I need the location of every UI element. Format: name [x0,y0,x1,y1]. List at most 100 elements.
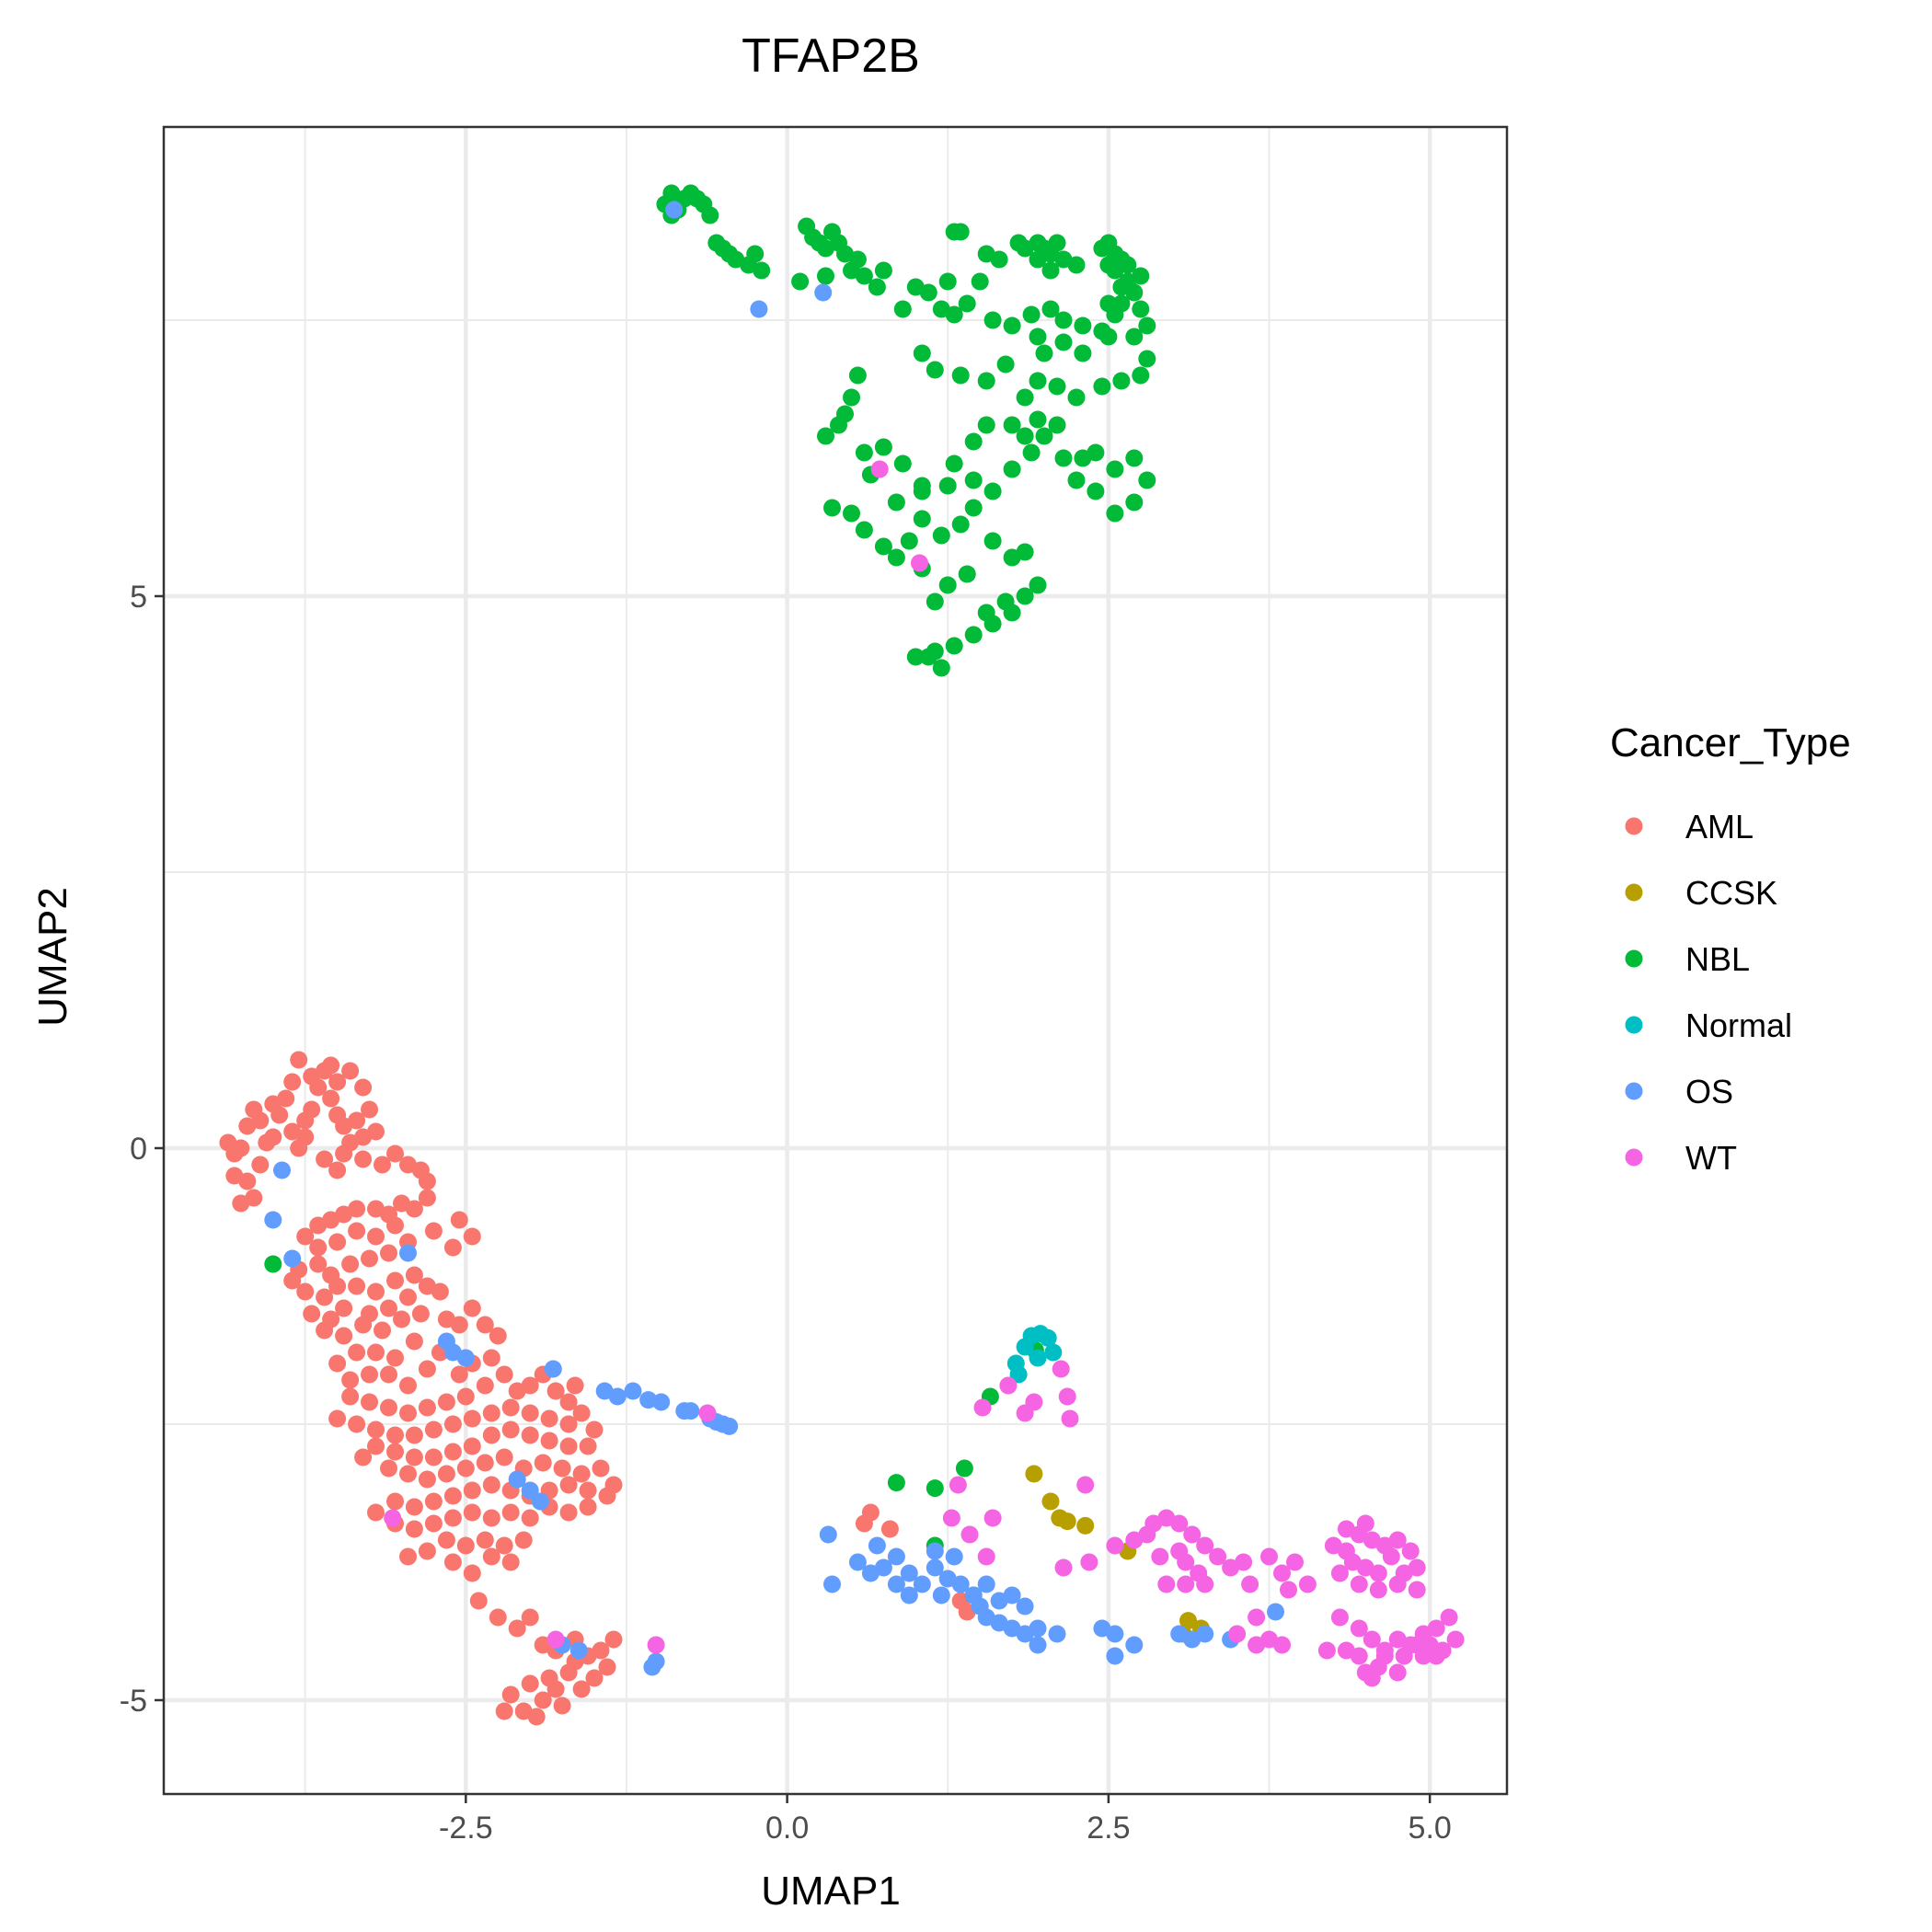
point-nbl [1087,443,1105,462]
point-wt [1061,1409,1079,1428]
point-nbl [1022,443,1041,462]
point-aml [424,1492,443,1511]
point-wt [1408,1581,1426,1599]
point-aml [482,1426,500,1444]
point-aml [328,1409,347,1428]
point-wt [1280,1581,1297,1599]
point-aml [456,1536,475,1555]
point-nbl [1035,427,1053,445]
point-nbl [1022,305,1041,324]
point-aml [380,1365,397,1384]
point-aml [482,1476,500,1494]
point-wt [977,1547,995,1566]
point-nbl [1041,300,1060,318]
point-wt [1170,1542,1189,1560]
point-nbl [887,493,905,512]
point-aml [316,1321,334,1340]
point-wt [1350,1647,1368,1665]
point-nbl [1067,471,1086,489]
point-aml [476,1454,494,1472]
point-wt [1058,1387,1076,1406]
point-nbl [1074,316,1092,335]
point-nbl [887,548,905,567]
point-nbl [1048,377,1066,396]
point-nbl [1138,350,1156,368]
point-aml [361,1100,378,1119]
point-aml [386,1426,404,1444]
point-wt [983,1509,1002,1527]
x-axis-title: UMAP1 [761,1869,901,1914]
point-aml [386,1271,404,1290]
point-normal [1009,1365,1028,1384]
point-aml [341,1387,360,1406]
point-aml [579,1437,597,1455]
point-os [977,1575,995,1593]
point-nbl [1125,328,1144,346]
point-aml [348,1415,366,1433]
point-aml [437,1531,455,1549]
legend-item-os: OS [1625,1073,1733,1110]
point-nbl [868,278,886,296]
legend-item-wt: WT [1625,1139,1737,1177]
point-aml [559,1476,578,1494]
point-aml [348,1222,366,1240]
point-wt [1138,1525,1156,1544]
point-nbl [958,565,976,583]
point-nbl [848,366,867,385]
point-nbl [1138,316,1156,335]
point-nbl [701,206,719,224]
point-aml [443,1415,462,1433]
point-aml [361,1249,378,1268]
point-aml [437,1465,455,1483]
point-aml [501,1553,520,1571]
point-nbl [964,626,983,644]
point-nbl [855,267,873,285]
point-aml [309,1255,328,1273]
point-nbl [945,305,963,324]
point-aml [399,1465,417,1483]
point-aml [559,1393,578,1411]
point-nbl [983,482,1002,500]
point-aml [540,1409,558,1428]
point-aml [527,1708,546,1726]
point-normal [1044,1343,1063,1362]
point-aml [277,1089,295,1108]
point-nbl [983,532,1002,550]
point-os [264,1211,282,1229]
point-aml [354,1150,373,1168]
point-aml [482,1349,500,1367]
point-aml [380,1244,397,1262]
point-aml [328,1354,347,1373]
point-nbl [874,261,892,280]
point-aml [328,1073,347,1091]
point-aml [270,1106,289,1124]
x-tick-label: -2.5 [439,1811,493,1846]
point-aml [501,1685,520,1704]
legend: Cancer_Type AML CCSK NBL Normal OS WT [1610,720,1851,1177]
point-aml [495,1448,513,1466]
point-aml [367,1122,385,1141]
point-wt [1395,1647,1413,1665]
point-wt [1363,1669,1381,1687]
point-os [926,1542,944,1560]
point-aml [469,1592,488,1610]
point-wt [1388,1663,1407,1682]
x-tick-label: 0.0 [765,1811,809,1846]
point-wt [1052,1360,1070,1378]
point-nbl [1125,493,1144,512]
point-wt [1235,1553,1253,1571]
point-aml [553,1459,571,1478]
point-nbl [958,294,976,313]
point-aml [456,1387,475,1406]
point-aml [386,1492,404,1511]
point-aml [418,1398,436,1417]
point-aml [405,1266,423,1284]
point-aml [341,1255,360,1273]
point-nbl [1029,372,1047,390]
point-aml [521,1674,539,1693]
point-aml [463,1503,481,1522]
point-aml [501,1420,520,1439]
point-aml [443,1443,462,1461]
point-aml [348,1111,366,1130]
point-nbl [951,366,970,385]
